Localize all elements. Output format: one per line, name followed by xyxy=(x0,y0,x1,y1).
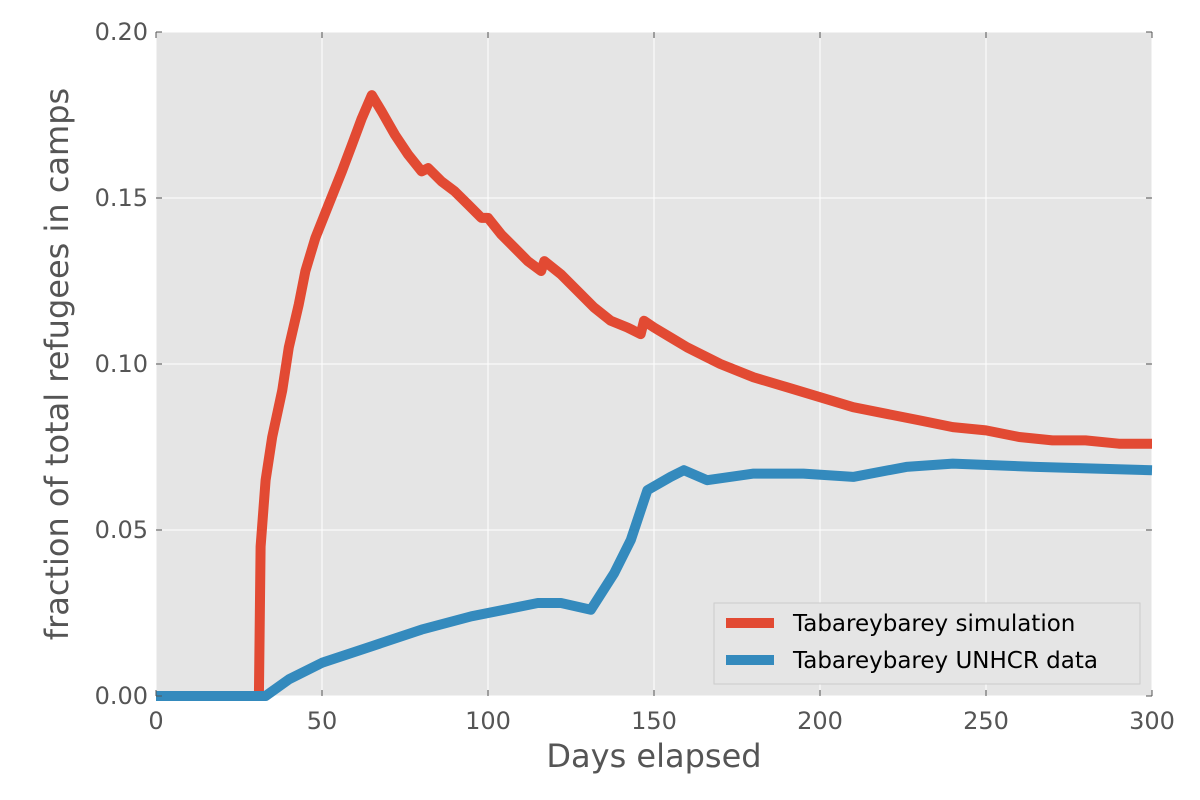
y-tick-label: 0.10 xyxy=(95,350,148,378)
x-tick-label: 250 xyxy=(963,707,1009,735)
x-tick-label: 300 xyxy=(1129,707,1175,735)
legend-box xyxy=(713,602,1141,685)
series-line-unhcr xyxy=(156,458,1153,701)
y-tick-label: 0.20 xyxy=(95,18,148,46)
y-axis-label: fraction of total refugees in camps xyxy=(38,88,76,640)
series-layer xyxy=(156,90,1153,701)
x-tick-label: 100 xyxy=(465,707,511,735)
x-axis-label: Days elapsed xyxy=(546,737,761,775)
legend: Tabareybarey simulation Tabareybarey UNH… xyxy=(713,602,1141,685)
x-tick-label: 200 xyxy=(797,707,843,735)
axis-ticks: 0 50 100 150 200 250 300 0.00 0.05 0.10 0.15 0.20 xyxy=(95,18,1175,735)
y-tick-label: 0.00 xyxy=(95,682,148,710)
legend-label-simulation: Tabareybarey simulation xyxy=(792,611,1075,637)
y-tick-label: 0.15 xyxy=(95,184,148,212)
x-tick-label: 0 xyxy=(148,707,163,735)
x-tick-label: 50 xyxy=(307,707,338,735)
x-tick-label: 150 xyxy=(631,707,677,735)
legend-label-unhcr: Tabareybarey UNHCR data xyxy=(792,648,1098,674)
series-line-simulation xyxy=(156,90,1152,701)
y-tick-label: 0.05 xyxy=(95,516,148,544)
